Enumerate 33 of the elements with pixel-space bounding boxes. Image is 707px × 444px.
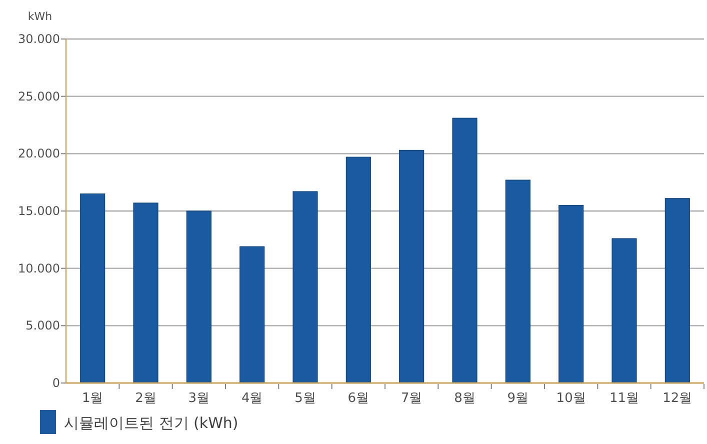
x-tick-label: 3월: [188, 391, 210, 406]
x-tick-label: 8월: [454, 391, 476, 406]
bar: [505, 180, 530, 384]
x-tick-label: 5월: [294, 391, 316, 406]
y-tick-label: 30.000: [18, 32, 60, 46]
bar: [346, 156, 371, 384]
bar: [452, 118, 478, 384]
legend-label: 시뮬레이트된 전기 (kWh): [64, 414, 238, 432]
bar: [612, 238, 637, 384]
bar: [399, 150, 424, 384]
bar: [186, 210, 212, 384]
x-tick-label: 2월: [135, 391, 156, 406]
y-tick-label: 0: [52, 376, 60, 390]
bar: [664, 198, 690, 384]
bar: [240, 246, 265, 384]
y-tick-label: 25.000: [18, 89, 60, 104]
bar: [558, 204, 584, 384]
bar: [292, 191, 318, 384]
y-tick-label: 5.000: [26, 318, 60, 333]
x-tick-label: 6월: [348, 391, 370, 406]
x-tick-label: 11월: [609, 391, 640, 406]
x-tick-label: 10월: [556, 391, 586, 406]
y-axis-title: kWh: [28, 10, 52, 23]
y-tick-label: 10.000: [18, 261, 60, 276]
x-tick-label: 4월: [241, 391, 263, 406]
x-tick-label: 9월: [507, 391, 529, 406]
y-tick-label: 20.000: [18, 146, 60, 161]
x-tick-label: 7월: [400, 391, 422, 406]
x-tick-label: 1월: [82, 391, 104, 406]
bar: [80, 194, 106, 384]
bar: [133, 202, 158, 384]
x-tick-label: 12월: [662, 391, 692, 406]
y-tick-label: 15.000: [18, 204, 60, 218]
